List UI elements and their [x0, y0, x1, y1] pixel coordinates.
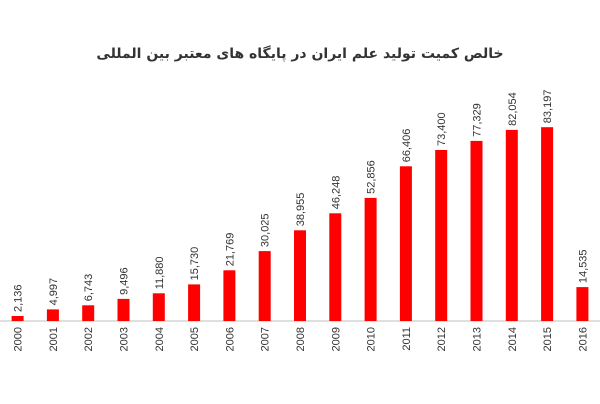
x-tick-label-2014: 2014 — [507, 327, 519, 351]
x-tick-label-2001: 2001 — [48, 327, 60, 351]
value-label-2013: 77,329 — [472, 103, 484, 137]
x-tick-label-2007: 2007 — [260, 327, 272, 351]
value-label-2003: 9,496 — [119, 267, 131, 295]
bar-2015 — [541, 127, 554, 321]
bar-2011 — [399, 166, 412, 321]
bar-2002 — [82, 305, 95, 321]
value-label-2005: 15,730 — [189, 247, 201, 281]
bar-2001 — [46, 309, 59, 321]
bar-2014 — [505, 129, 518, 321]
x-tick-label-2004: 2004 — [154, 327, 166, 351]
bar-2007 — [258, 251, 271, 321]
bar-2016 — [576, 287, 589, 321]
x-tick-label-2005: 2005 — [189, 327, 201, 351]
bar-2012 — [435, 150, 448, 321]
bar-2006 — [223, 270, 236, 321]
value-label-2004: 11,880 — [154, 256, 166, 289]
value-label-2006: 21,769 — [224, 233, 236, 267]
x-tick-label-2002: 2002 — [83, 327, 95, 351]
x-tick-label-2011: 2011 — [401, 327, 413, 351]
x-tick-label-2013: 2013 — [472, 327, 484, 351]
value-label-2001: 4,997 — [48, 278, 60, 306]
x-tick-label-2009: 2009 — [330, 327, 342, 351]
value-label-2016: 14,535 — [577, 249, 589, 283]
bar-2010 — [364, 197, 377, 321]
value-label-2000: 2,136 — [13, 284, 25, 312]
bar-2005 — [188, 284, 201, 321]
bar-2003 — [117, 298, 130, 321]
value-label-2007: 30,025 — [260, 213, 272, 247]
bar-2009 — [329, 213, 342, 321]
value-label-2014: 82,054 — [507, 92, 519, 126]
value-label-2008: 38,955 — [295, 193, 307, 227]
x-tick-label-2008: 2008 — [295, 327, 307, 351]
x-tick-label-2016: 2016 — [577, 327, 589, 351]
x-tick-label-2010: 2010 — [366, 327, 378, 351]
x-tick-label-2015: 2015 — [542, 327, 554, 351]
x-tick-label-2003: 2003 — [119, 327, 131, 351]
bar-2008 — [294, 230, 306, 321]
value-label-2011: 66,406 — [401, 129, 413, 163]
bar-2004 — [152, 293, 165, 321]
value-label-2009: 46,248 — [330, 176, 342, 210]
x-tick-label-2006: 2006 — [224, 327, 236, 351]
value-label-2002: 6,743 — [83, 274, 95, 302]
value-label-2012: 73,400 — [436, 112, 448, 146]
bar-2000 — [11, 316, 24, 321]
chart-title: خالص کمیت تولید علم ایران در پایگاه های … — [96, 46, 504, 62]
bar-2013 — [470, 140, 483, 321]
value-label-2015: 83,197 — [542, 90, 554, 124]
value-label-2010: 52,856 — [366, 160, 378, 194]
x-tick-label-2012: 2012 — [436, 327, 448, 351]
x-tick-label-2000: 2000 — [13, 327, 25, 351]
